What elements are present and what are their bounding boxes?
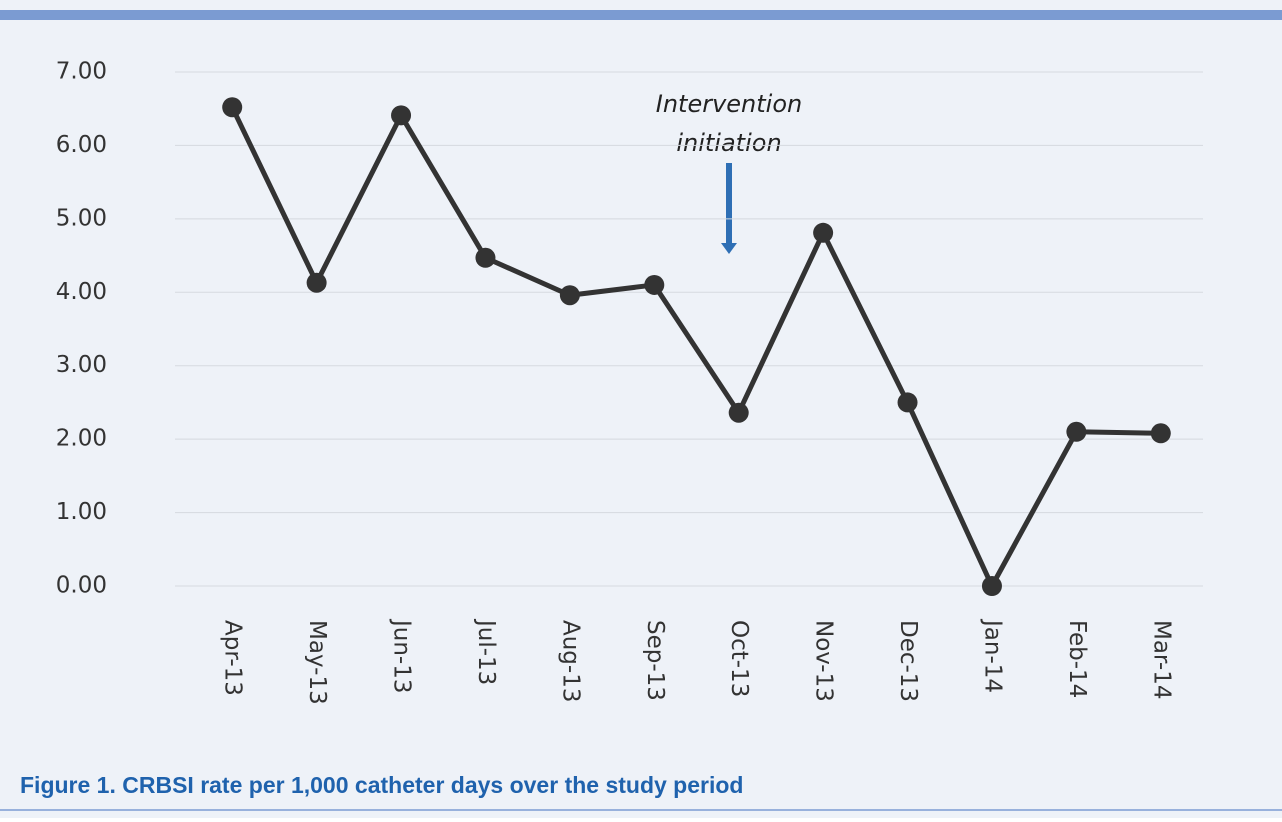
x-tick-label: Apr-13 xyxy=(220,620,246,696)
arrow-shaft xyxy=(726,163,732,243)
y-tick-label: 1.00 xyxy=(56,499,107,525)
point xyxy=(644,274,665,295)
point xyxy=(306,272,327,293)
annotation: initiation xyxy=(676,129,781,157)
y-tick-label: 7.00 xyxy=(56,59,107,85)
point xyxy=(559,285,580,306)
point xyxy=(728,402,749,423)
x-tick-label: Feb-14 xyxy=(1064,620,1090,698)
x-tick-label: Sep-13 xyxy=(642,620,668,701)
x-tick-label: Jun-13 xyxy=(389,618,415,694)
caption: Figure 1. CRBSI rate per 1,000 catheter … xyxy=(20,772,743,798)
point xyxy=(391,105,412,126)
x-tick-label: Aug-13 xyxy=(557,620,583,702)
y-tick-label: 6.00 xyxy=(56,132,107,158)
y-tick-label: 2.00 xyxy=(56,426,107,452)
x-tick-label: Nov-13 xyxy=(811,620,837,702)
y-tick-label: 4.00 xyxy=(56,279,107,305)
point xyxy=(813,222,834,243)
y-tick-label: 0.00 xyxy=(56,573,107,599)
y-tick-label: 3.00 xyxy=(56,352,107,378)
y-tick-label: 5.00 xyxy=(56,205,107,231)
x-tick-label: Oct-13 xyxy=(726,620,752,697)
arrow-head xyxy=(721,243,737,254)
point xyxy=(981,576,1002,596)
top-bar xyxy=(0,10,1282,20)
x-tick-label: Dec-13 xyxy=(895,620,921,702)
x-tick-label: Mar-14 xyxy=(1148,620,1174,700)
point xyxy=(1150,423,1171,444)
x-tick-label: Jul-13 xyxy=(473,618,499,685)
point xyxy=(475,247,496,268)
point xyxy=(222,97,243,118)
x-tick-label: May-13 xyxy=(304,620,330,705)
point xyxy=(897,392,918,413)
line xyxy=(229,106,1161,589)
annotation: Intervention xyxy=(656,90,802,118)
point xyxy=(1066,421,1087,442)
x-tick-label: Jan-14 xyxy=(979,618,1005,693)
